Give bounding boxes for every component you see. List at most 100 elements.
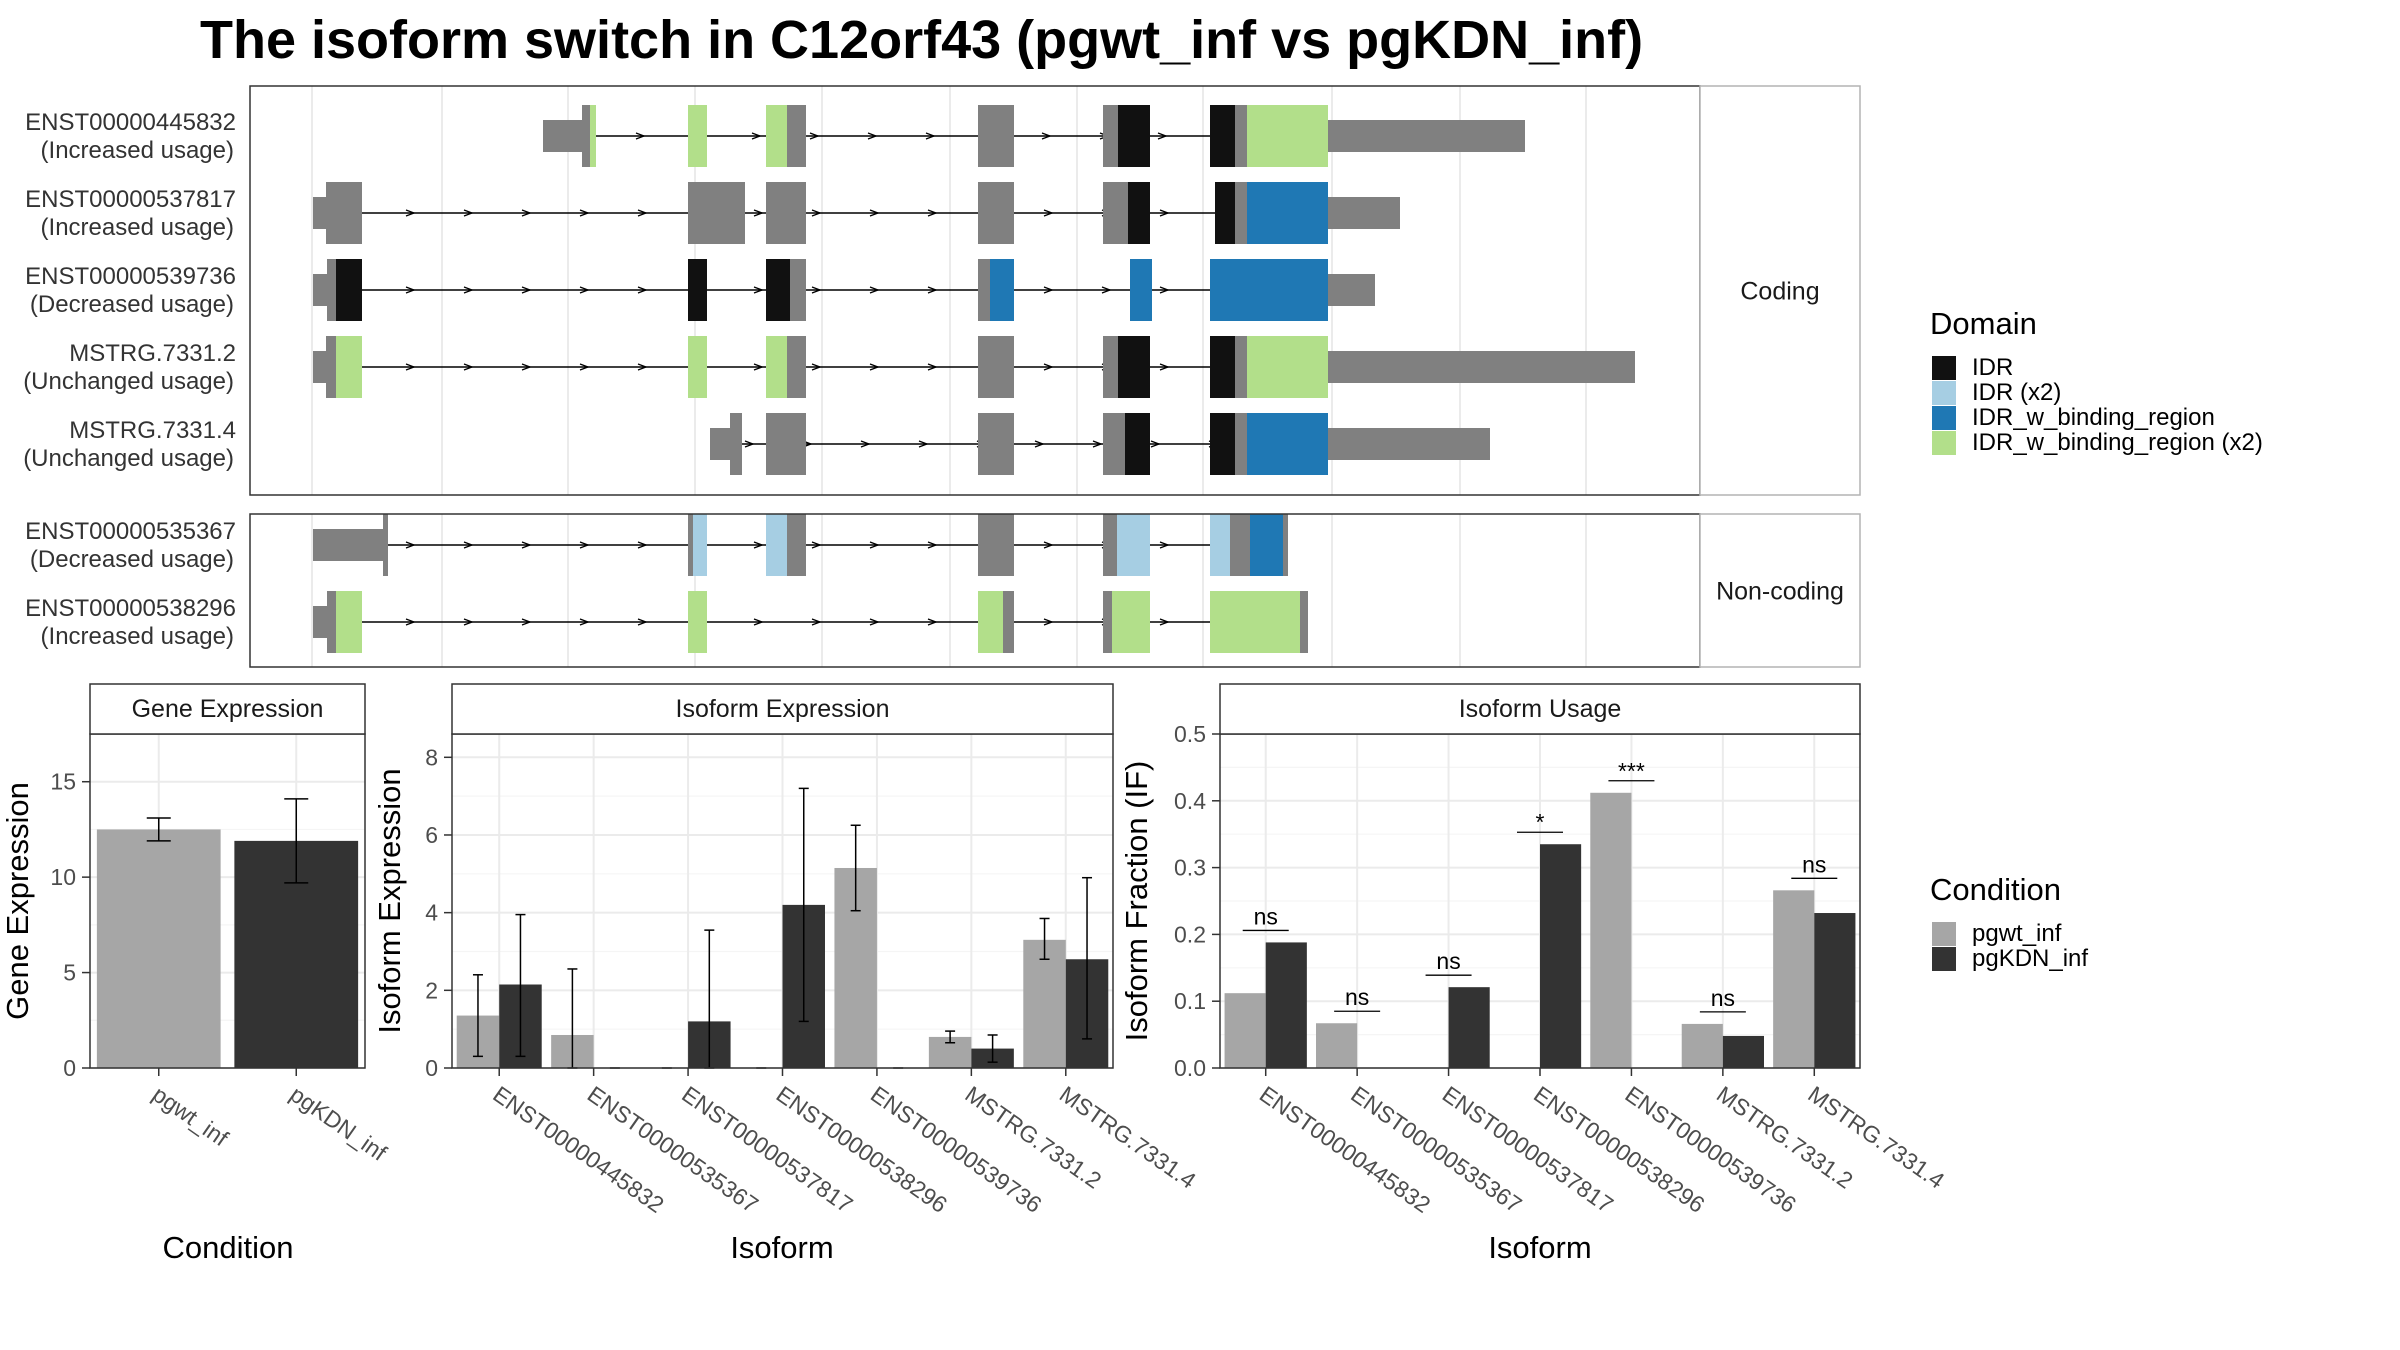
exon-block [582,105,590,167]
x-axis-title: Isoform [730,1230,833,1265]
exon-block [688,259,707,321]
transcript-id: ENST00000535367 [25,518,236,545]
intron-arrow [521,363,532,371]
exon-block [1235,182,1247,244]
y-tick-label: 0.5 [1174,721,1206,747]
exon-block [336,591,362,653]
exon-block [688,105,707,167]
exon-block [1103,336,1118,398]
intron-arrow [867,132,878,140]
exon-block [543,120,582,152]
intron-arrow [463,286,474,294]
expression-charts: Gene Expression 0 5 10 15 pgwt_inf pgKDN_inf Co… [0,683,1949,1265]
exon-block [787,336,806,398]
exon-block [1103,413,1125,475]
domain-legend-label: IDR_w_binding_region (x2) [1972,429,2263,456]
exon-block [766,259,790,321]
y-tick-label: 2 [425,977,438,1003]
intron-arrow [927,541,938,549]
exon-block [1283,514,1288,576]
intron-arrow [753,363,764,371]
exon-block [766,105,787,167]
intron-arrow [869,618,880,626]
intron-arrow [927,618,938,626]
intron-arrow [927,209,938,217]
intron-arrow [405,286,416,294]
exon-block [766,336,787,398]
bar [1773,890,1815,1068]
intron-arrow [521,286,532,294]
condition-legend-label: pgKDN_inf [1972,945,2088,972]
facet-strip [1699,85,1861,496]
x-tick-label: ENST00000539736 [866,1081,1046,1218]
x-tick-label: ENST00000445832 [1255,1081,1435,1218]
intron-arrow [579,363,590,371]
intron-arrow [869,363,880,371]
intron-arrow [405,618,416,626]
exon-block [688,336,707,398]
exon-block [766,514,787,576]
bar [1590,792,1632,1068]
intron-arrow [1043,363,1054,371]
facet-strip [451,683,1114,735]
exon-block [1235,336,1247,398]
significance-label: ns [1436,948,1460,974]
y-tick-label: 0.0 [1174,1055,1206,1081]
exon-block [326,336,336,398]
intron-arrow [811,541,822,549]
x-tick-label: pgwt_inf [148,1081,234,1152]
intron-arrow [463,209,474,217]
intron-arrow [1101,286,1112,294]
facet-strip [1219,683,1861,735]
exon-block [1103,182,1128,244]
intron-arrow [1043,209,1054,217]
intron-arrow [1159,363,1170,371]
domain-legend-label: IDR [1972,354,2013,381]
exon-block [790,259,806,321]
intron-arrow [1041,132,1052,140]
intron-arrow [860,440,871,448]
exon-block [1247,336,1328,398]
intron-arrow [744,440,755,448]
exon-block [1125,413,1150,475]
domain-legend-swatch [1932,356,1956,380]
intron-arrow [1159,618,1170,626]
exon-block [688,591,707,653]
structure-panel-coding: ENST00000445832(Increased usage)ENST0000… [23,85,1861,496]
intron-arrow [463,541,474,549]
exon-block [336,336,362,398]
exon-block [978,413,1014,475]
y-tick-label: 15 [50,769,76,795]
intron-arrow [521,618,532,626]
facet-strip [1699,513,1861,668]
domain-legend-label: IDR (x2) [1972,379,2061,406]
intron-arrow [869,209,880,217]
intron-arrow [405,363,416,371]
exon-block [1328,351,1635,383]
transcript-id: MSTRG.7331.4 [69,417,236,444]
condition-legend-swatch [1932,922,1956,946]
panel-background [250,514,1700,667]
facet-strip-label: Coding [1740,278,1819,306]
x-tick-label: ENST00000537817 [677,1081,857,1218]
exon-block [1003,591,1014,653]
bar-chart-isoform-expression: Isoform Expression02468ENST00000445832EN… [372,683,1201,1265]
chart-title: Isoform Expression [676,695,890,723]
significance-label: ns [1802,851,1826,877]
exon-block [1118,336,1150,398]
transcript-usage: (Decreased usage) [30,546,234,573]
exon-block [787,514,806,576]
transcript-id: ENST00000537817 [25,186,236,213]
intron-arrow [1159,209,1170,217]
x-tick-label: ENST00000538296 [1529,1081,1709,1218]
exon-block [313,606,327,638]
exon-block [1235,105,1247,167]
y-tick-label: 6 [425,822,438,848]
intron-arrow [927,363,938,371]
bar [1722,1035,1764,1068]
exon-block [1230,514,1250,576]
exon-block [1328,428,1490,460]
domain-legend-swatch [1932,431,1956,455]
intron-arrow [811,286,822,294]
